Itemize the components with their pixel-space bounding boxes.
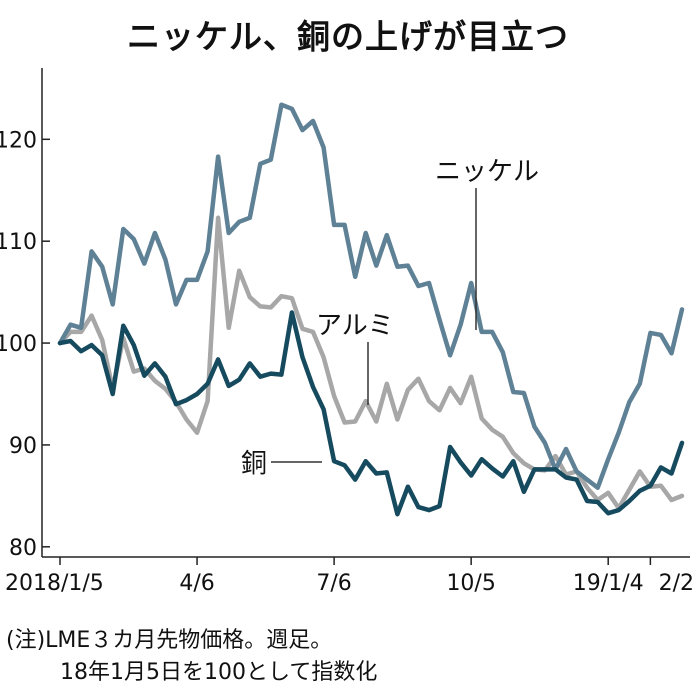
footnote-source: (注)LME３カ月先物価格。週足。: [6, 628, 333, 653]
x-tick-label: 7/6: [316, 571, 351, 596]
series-lines: [57, 102, 685, 517]
x-tick-label: 2/2: [659, 571, 694, 596]
y-tick-label: 80: [9, 536, 37, 561]
aluminum-label: アルミ: [316, 311, 394, 341]
chart-title: ニッケル、銅の上げが目立つ: [127, 17, 569, 56]
nickel-line: [57, 102, 685, 490]
x-tick-label: 4/6: [179, 571, 214, 596]
x-tick-label: 2018/1/5: [5, 571, 104, 596]
x-tick-label: 10/5: [446, 571, 495, 596]
nickel-label: ニッケル: [435, 157, 539, 187]
y-tick-label: 90: [9, 434, 37, 459]
axes: 80 90 100 110 120 2018/1/5 4/6 7/6 10/5 19/1/4 2/2: [0, 68, 694, 596]
y-tick-label: 120: [0, 128, 37, 153]
y-tick-label: 100: [0, 332, 37, 357]
x-tick-label: 19/1/4: [573, 571, 644, 596]
footnote-index-base: 18年1月5日を100として指数化: [60, 660, 378, 685]
copper-line: [57, 310, 685, 517]
y-tick-label: 110: [0, 230, 37, 255]
copper-label: 銅: [241, 449, 267, 479]
